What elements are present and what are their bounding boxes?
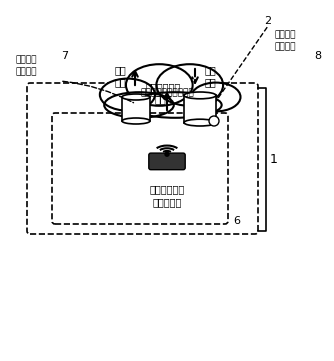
Ellipse shape: [184, 119, 216, 126]
Text: 7: 7: [61, 51, 68, 61]
Ellipse shape: [129, 92, 222, 118]
FancyBboxPatch shape: [27, 83, 258, 234]
Ellipse shape: [126, 64, 193, 106]
Ellipse shape: [122, 118, 150, 124]
Bar: [184, 95, 216, 123]
Ellipse shape: [122, 94, 150, 100]
Bar: [122, 97, 150, 121]
Text: 建筑能耗数据
边缘控制器: 建筑能耗数据 边缘控制器: [149, 184, 185, 208]
Text: 8: 8: [314, 51, 322, 61]
FancyBboxPatch shape: [52, 113, 228, 224]
Ellipse shape: [104, 92, 174, 118]
Text: 能耗
数据: 能耗 数据: [114, 65, 126, 87]
Text: 6: 6: [233, 216, 240, 226]
Ellipse shape: [156, 64, 223, 106]
Circle shape: [165, 152, 169, 156]
Text: 2: 2: [265, 16, 272, 26]
Text: 建筑能耗
预测模块: 建筑能耗 预测模块: [274, 31, 296, 51]
Text: 建筑能耗
存储模块: 建筑能耗 存储模块: [15, 56, 36, 77]
Text: 建筑能耗监测
云平台: 建筑能耗监测 云平台: [145, 82, 181, 104]
Circle shape: [209, 116, 219, 126]
Ellipse shape: [100, 79, 155, 110]
Ellipse shape: [184, 92, 216, 99]
Ellipse shape: [191, 83, 240, 112]
FancyBboxPatch shape: [149, 153, 185, 170]
Text: 预测
模型: 预测 模型: [204, 65, 216, 87]
Text: 1: 1: [270, 153, 278, 166]
Text: 建筑能耗监测本地平台: 建筑能耗监测本地平台: [140, 88, 194, 97]
